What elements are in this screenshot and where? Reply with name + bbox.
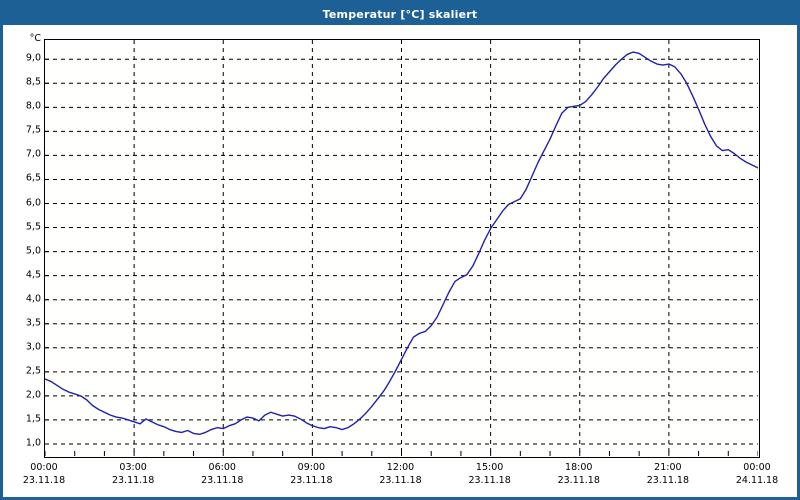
window-titlebar: Temperatur [°C] skaliert: [3, 3, 797, 25]
y-axis-tick-label: 1,0: [25, 437, 41, 449]
x-axis-tick-label: 03:00 23.11.18: [98, 461, 168, 487]
chart-canvas: °C 9,0 8,5 8,0 7,5 7,0 6,5 6,0 5,5 5,0 4,5 4,0 3,5 3…: [3, 25, 797, 497]
gridlines: [45, 40, 758, 456]
x-axis-tick-label: 12:00 23.11.18: [366, 461, 436, 487]
y-axis-tick-label: 2,0: [25, 389, 41, 401]
y-axis-tick-label: 2,5: [25, 365, 41, 377]
x-axis-tick-date: 23.11.18: [646, 475, 690, 486]
x-axis-tick-label: 15:00 23.11.18: [455, 461, 525, 487]
x-axis-tick-date: 23.11.18: [379, 475, 422, 486]
y-axis-tick-label: 4,0: [25, 293, 41, 305]
x-axis-tick-time: 18:00: [565, 462, 593, 473]
x-axis-tick-label: 06:00 23.11.18: [187, 461, 257, 487]
x-axis-tick-date: 24.11.18: [735, 475, 779, 486]
x-axis-tick-time: 06:00: [208, 462, 236, 473]
x-axis-tick-date: 23.11.18: [557, 475, 600, 486]
x-axis-tick-time: 00:00: [30, 462, 58, 473]
x-axis-tick-time: 15:00: [475, 462, 504, 473]
y-axis-tick-label: 5,5: [25, 221, 41, 233]
y-axis-tick-label: 8,5: [25, 76, 41, 88]
x-axis-tick-date: 23.11.18: [468, 475, 511, 486]
x-axis-tick-label: 21:00 23.11.18: [633, 461, 703, 487]
y-axis-tick-label: 1,5: [25, 413, 41, 425]
x-axis-tick-label: 09:00 23.11.18: [276, 461, 346, 487]
y-axis-tick-label: 8,0: [25, 100, 41, 112]
x-axis-tick-time: 00:00: [743, 462, 771, 473]
x-axis-tick-label: 00:00 24.11.18: [722, 461, 792, 487]
x-axis-tick-label: 18:00 23.11.18: [544, 461, 614, 487]
y-axis-tick-label: 9,0: [25, 52, 41, 64]
y-axis-tick-label: 5,0: [25, 245, 41, 257]
x-axis-tick-date: 23.11.18: [22, 475, 66, 486]
y-axis-tick-label: 7,5: [25, 124, 41, 136]
x-axis-tick-time: 09:00: [297, 462, 326, 473]
page-title: Temperatur [°C] skaliert: [322, 7, 478, 21]
y-axis-tick-label: 6,0: [25, 197, 41, 208]
x-axis-tick-label: 00:00 23.11.18: [9, 461, 79, 487]
x-axis-tick-date: 23.11.18: [290, 475, 333, 486]
axis-ticks: [45, 58, 758, 456]
y-axis-tick-label: 6,5: [25, 172, 41, 184]
x-axis-tick-date: 23.11.18: [201, 475, 244, 486]
y-axis-tick-label: 3,0: [25, 341, 41, 353]
y-axis-unit-label: °C: [29, 33, 41, 44]
chart-plot-svg: [45, 40, 758, 456]
x-axis-tick-time: 12:00: [386, 462, 415, 473]
y-axis-tick-label: 7,0: [25, 148, 41, 160]
x-axis-tick-time: 03:00: [119, 462, 147, 473]
x-axis-tick-date: 23.11.18: [111, 475, 155, 486]
y-axis-tick-label: 4,5: [25, 269, 41, 281]
temperature-series-line: [45, 51, 758, 436]
plot-area: [44, 39, 760, 458]
y-axis-tick-label: 3,5: [25, 317, 41, 329]
x-axis-tick-time: 21:00: [654, 462, 682, 473]
